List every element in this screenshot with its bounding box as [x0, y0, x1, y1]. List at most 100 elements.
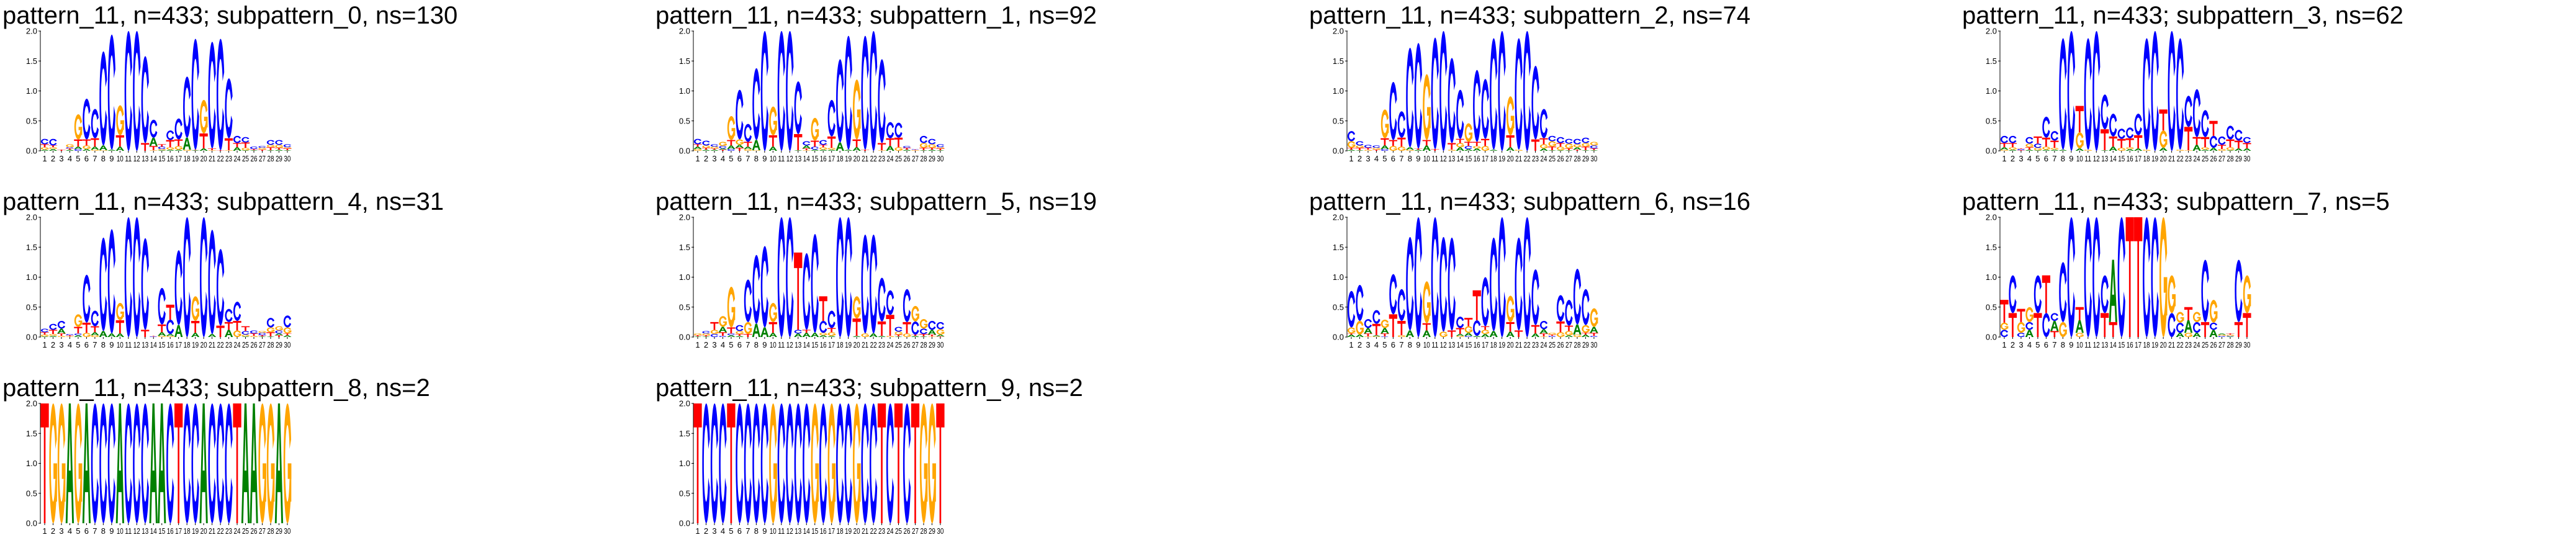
logo-letter-A: [1590, 326, 1598, 333]
logo-position-16: [1472, 290, 1481, 337]
logo-letter-A: [99, 145, 108, 151]
letter-shape: [1362, 328, 1364, 333]
logo-position-2: [701, 331, 711, 337]
letter-shape: [1405, 147, 1415, 150]
letter-shape: [2042, 137, 2051, 147]
logo-letter-C: [911, 149, 919, 150]
logo-letter-G: [1423, 281, 1431, 323]
x-tick-label: 11: [1431, 154, 1438, 163]
letter-shape: [836, 403, 844, 523]
letter-shape: [794, 150, 803, 151]
letter-shape: [1372, 336, 1380, 337]
letter-shape: [819, 147, 827, 150]
logo-letter-G: [2184, 150, 2192, 151]
logo-letter-C: [258, 333, 266, 336]
letter-shape: [819, 403, 827, 523]
logo-position-6: [735, 89, 744, 151]
x-tick-label: 17: [828, 526, 835, 536]
letter-shape: [877, 321, 886, 336]
y-tick-label: 1.5: [26, 243, 37, 252]
letter-shape: [1356, 145, 1364, 148]
x-tick-label: 14: [1457, 340, 1464, 349]
logo-position-9: [107, 229, 116, 337]
logo-letter-A: [835, 142, 844, 151]
x-tick-label: 14: [1457, 154, 1464, 163]
x-tick-label: 27: [2218, 154, 2225, 163]
letter-shape: [1472, 142, 1481, 146]
logo-letter-A: [40, 336, 49, 337]
logo-title: pattern_11, n=433; subpattern_7, ns=5: [1962, 188, 2390, 215]
letter-shape: [852, 318, 861, 336]
letter-shape: [83, 145, 91, 150]
y-tick-label: 1.5: [679, 243, 690, 252]
letter-shape: [256, 336, 258, 337]
logo-position-24: [1539, 109, 1548, 151]
letter-shape: [115, 320, 124, 334]
logo-position-18: [1489, 237, 1498, 337]
y-tick-label: 1.5: [1986, 243, 1997, 252]
letter-shape: [1515, 38, 1523, 150]
letter-shape: [1397, 111, 1405, 138]
x-tick-label: 22: [2177, 154, 2184, 163]
logo-letter-T: [936, 148, 945, 151]
letter-shape: [2243, 143, 2251, 149]
logo-letter-G: [1582, 143, 1590, 147]
logo-position-27: [1564, 300, 1574, 337]
letter-shape: [1347, 131, 1356, 142]
x-tick-label: 27: [912, 526, 919, 536]
letter-shape: [936, 329, 945, 335]
letter-shape: [736, 89, 744, 140]
logo-letter-G: [811, 117, 819, 141]
letter-shape: [1506, 135, 1515, 148]
logo-letter-G: [827, 403, 836, 523]
logo-letter-G: [928, 336, 936, 337]
x-tick-label: 10: [117, 526, 124, 536]
letter-shape: [2050, 131, 2058, 141]
logo-letter-A: [266, 150, 275, 151]
letter-shape: [1372, 335, 1381, 337]
letter-shape: [207, 334, 217, 337]
x-tick-label: 27: [259, 526, 266, 536]
logo-letter-G: [158, 149, 166, 151]
logo-letter-C: [225, 78, 233, 138]
x-tick-label: 2: [704, 340, 708, 349]
x-tick-label: 2: [1358, 154, 1362, 163]
logo-letter-A: [827, 336, 836, 337]
letter-shape: [794, 133, 803, 151]
letter-shape: [2109, 136, 2117, 147]
logo-letter-T: [2200, 322, 2210, 337]
logo-position-13: [141, 238, 150, 337]
x-tick-label: 20: [853, 340, 860, 349]
logo-position-5: [727, 116, 736, 151]
logo-position-13: [1448, 237, 1456, 337]
logo-letter-T: [2109, 322, 2117, 337]
letter-shape: [74, 326, 83, 334]
x-tick-label: 1: [695, 154, 700, 163]
x-tick-label: 20: [2160, 340, 2167, 349]
letter-shape: [1590, 333, 1598, 336]
letter-shape: [1456, 334, 1464, 336]
logo-letter-C: [158, 146, 166, 150]
x-tick-label: 25: [2202, 154, 2209, 163]
logo-position-6: [2042, 275, 2051, 337]
letter-shape: [903, 289, 911, 322]
logo-letter-T: [1573, 150, 1582, 151]
x-tick-label: 6: [737, 340, 742, 349]
letter-shape: [2084, 217, 2092, 337]
letter-shape: [1431, 149, 1439, 151]
letter-shape: [827, 328, 836, 333]
logo-position-14: [803, 403, 811, 523]
letter-shape: [853, 79, 861, 140]
logo-position-6: [82, 403, 91, 523]
letter-shape: [2134, 114, 2142, 135]
logo-letter-A: [1414, 150, 1423, 151]
x-tick-label: 17: [1482, 340, 1488, 349]
logo-letter-C: [1389, 274, 1397, 315]
letter-shape: [2168, 313, 2176, 337]
logo-letter-G: [266, 403, 275, 523]
x-tick-label: 2: [704, 154, 708, 163]
x-tick-label: 2: [51, 526, 55, 536]
letter-shape: [225, 78, 233, 138]
logo-letter-T: [877, 143, 886, 151]
logo-letter-G: [1590, 142, 1598, 146]
